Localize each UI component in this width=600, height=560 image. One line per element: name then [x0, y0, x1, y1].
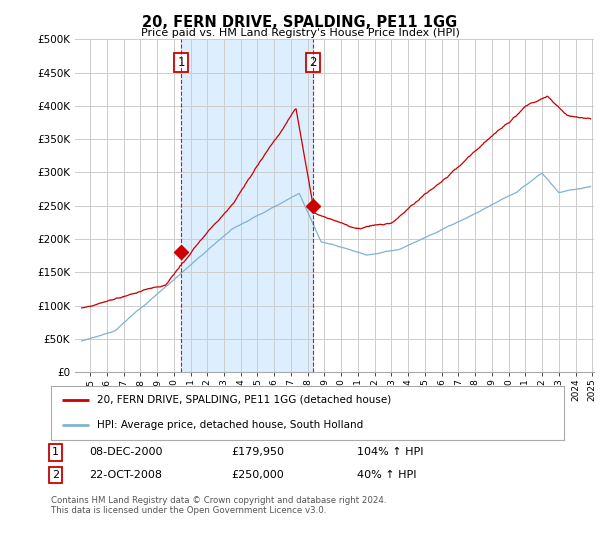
Text: 20, FERN DRIVE, SPALDING, PE11 1GG (detached house): 20, FERN DRIVE, SPALDING, PE11 1GG (deta… [97, 395, 391, 405]
Text: HPI: Average price, detached house, South Holland: HPI: Average price, detached house, Sout… [97, 419, 364, 430]
Text: 1: 1 [177, 56, 185, 69]
Text: £250,000: £250,000 [231, 470, 284, 480]
Text: £179,950: £179,950 [231, 447, 284, 458]
Text: 1: 1 [52, 447, 59, 458]
Text: 2: 2 [52, 470, 59, 480]
Text: Price paid vs. HM Land Registry's House Price Index (HPI): Price paid vs. HM Land Registry's House … [140, 28, 460, 38]
Text: 40% ↑ HPI: 40% ↑ HPI [357, 470, 416, 480]
Text: 20, FERN DRIVE, SPALDING, PE11 1GG: 20, FERN DRIVE, SPALDING, PE11 1GG [142, 15, 458, 30]
Text: 22-OCT-2008: 22-OCT-2008 [89, 470, 162, 480]
Text: Contains HM Land Registry data © Crown copyright and database right 2024.
This d: Contains HM Land Registry data © Crown c… [51, 496, 386, 515]
Text: 104% ↑ HPI: 104% ↑ HPI [357, 447, 424, 458]
Text: 2: 2 [309, 56, 317, 69]
Text: 08-DEC-2000: 08-DEC-2000 [89, 447, 162, 458]
Bar [181, 39, 313, 372]
